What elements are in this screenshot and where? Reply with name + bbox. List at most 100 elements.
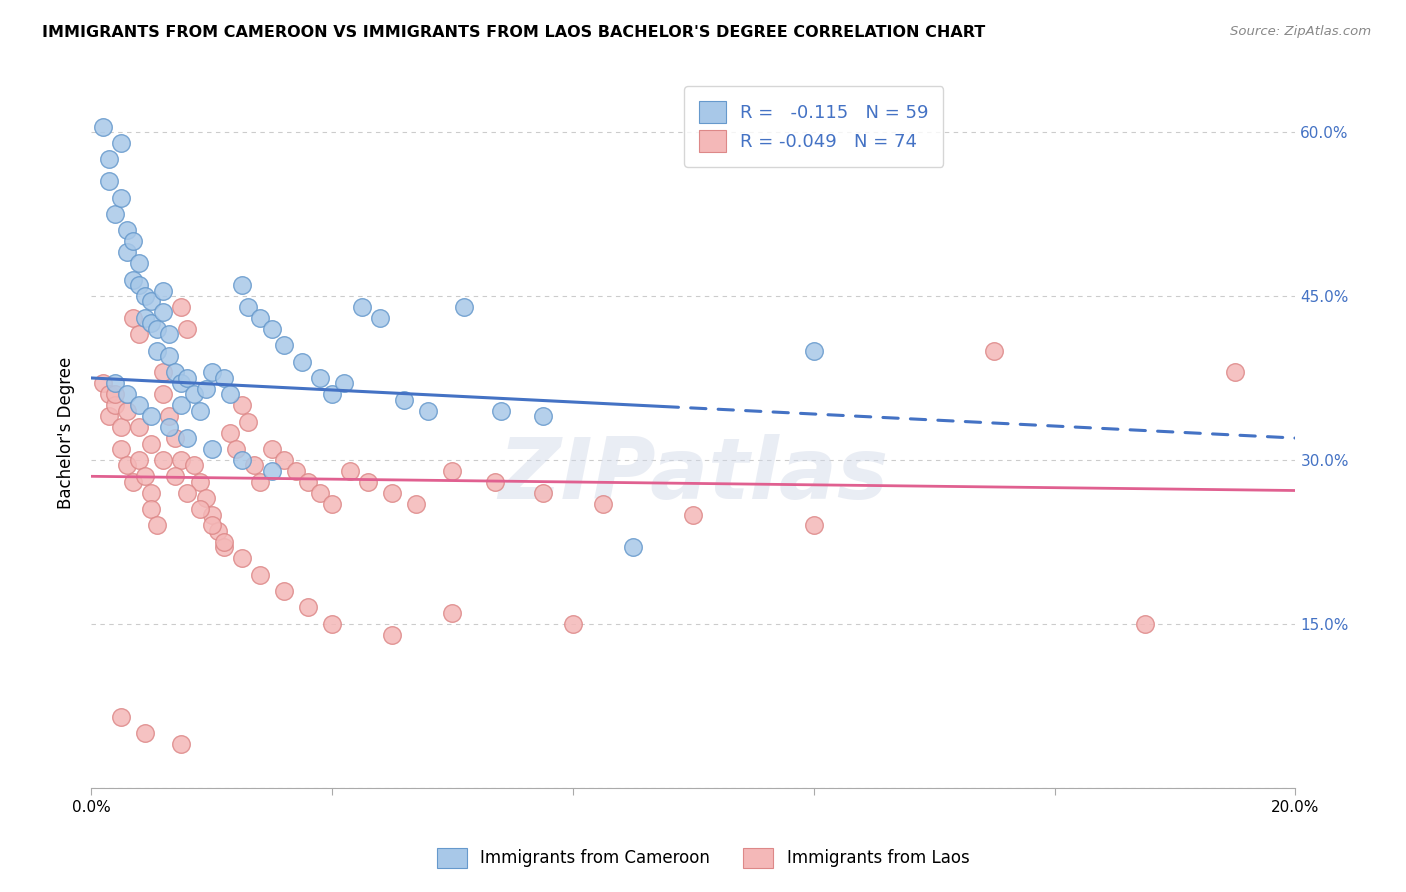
Point [110,710,132,724]
Point [146,343,169,358]
Point [405,497,427,511]
Point [122,310,145,325]
Point [134,310,156,325]
Point [418,403,440,417]
Point [152,366,174,380]
Point [207,524,229,538]
Point [141,436,163,450]
Point [104,387,127,401]
Point [110,420,132,434]
Point [128,420,150,434]
Point [212,534,235,549]
Point [531,485,554,500]
Point [200,518,222,533]
Point [176,322,198,336]
Point [273,338,295,352]
Point [170,376,193,391]
Point [183,458,205,473]
Point [110,442,132,456]
Point [309,371,332,385]
Point [381,628,404,642]
Point [165,431,187,445]
Point [333,376,356,391]
Point [110,136,132,150]
Point [117,458,139,473]
Point [117,387,139,401]
Point [159,409,181,424]
Point [104,398,127,412]
Point [152,305,174,319]
Point [91,376,114,391]
Point [291,354,314,368]
Point [212,541,235,555]
Point [218,387,240,401]
Point [152,453,174,467]
Point [141,409,163,424]
Text: Source: ZipAtlas.com: Source: ZipAtlas.com [1230,25,1371,38]
Point [200,508,222,522]
Point [98,174,121,188]
Point [381,485,404,500]
Point [128,453,150,467]
Point [321,616,343,631]
Point [110,191,132,205]
Point [231,551,253,566]
Point [1225,366,1247,380]
Point [141,316,163,330]
Point [183,387,205,401]
Point [273,453,295,467]
Point [134,469,156,483]
Point [152,387,174,401]
Point [284,464,307,478]
Point [165,366,187,380]
Point [260,464,283,478]
Point [297,475,319,489]
Point [297,600,319,615]
Point [128,327,150,342]
Point [134,726,156,740]
Point [170,453,193,467]
Point [621,541,644,555]
Point [146,322,169,336]
Point [339,464,361,478]
Point [260,442,283,456]
Point [128,278,150,293]
Point [231,398,253,412]
Point [152,284,174,298]
Point [249,475,271,489]
Point [122,475,145,489]
Point [249,567,271,582]
Point [104,376,127,391]
Point [682,508,704,522]
Point [489,403,512,417]
Point [165,469,187,483]
Point [194,382,217,396]
Y-axis label: Bachelor's Degree: Bachelor's Degree [58,357,75,508]
Point [91,120,114,134]
Point [128,398,150,412]
Point [531,409,554,424]
Point [803,518,825,533]
Point [188,403,211,417]
Point [98,387,121,401]
Point [231,278,253,293]
Point [117,403,139,417]
Point [1133,616,1156,631]
Point [394,392,416,407]
Point [321,387,343,401]
Point [200,442,222,456]
Point [98,409,121,424]
Point [561,616,583,631]
Point [176,431,198,445]
Point [249,310,271,325]
Point [159,327,181,342]
Point [122,235,145,249]
Point [170,398,193,412]
Point [352,300,374,314]
Point [188,475,211,489]
Point [194,491,217,505]
Point [146,518,169,533]
Point [242,458,264,473]
Point [117,223,139,237]
Point [321,497,343,511]
